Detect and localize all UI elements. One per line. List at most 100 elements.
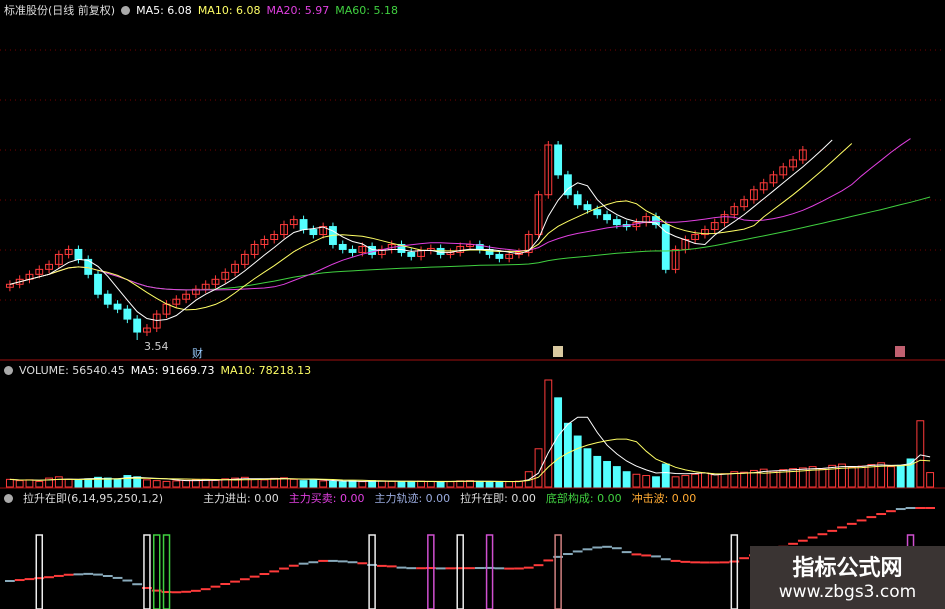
- candle-body: [358, 245, 367, 253]
- volume-bar: [240, 476, 249, 488]
- candle-body: [583, 204, 592, 211]
- volume-bar: [377, 480, 386, 488]
- volume-bar: [299, 480, 308, 488]
- candle-body: [5, 283, 14, 288]
- volume-bar: [818, 468, 827, 488]
- watermark: 指标公式网 www.zbgs3.com: [750, 546, 945, 609]
- volume-bar: [808, 466, 817, 488]
- volume-bar: [671, 476, 680, 488]
- volume-bar: [475, 480, 484, 488]
- volume-bar: [338, 481, 347, 488]
- volume-bar: [603, 461, 611, 488]
- dropdown-icon[interactable]: [121, 5, 131, 15]
- volume-bar: [759, 468, 768, 488]
- volume-bar: [113, 478, 122, 488]
- candle-body: [191, 288, 200, 295]
- volume-bar: [74, 479, 83, 488]
- indicator-signal-bar: [730, 534, 739, 609]
- volume-bar: [661, 463, 670, 488]
- volume-bar: [769, 470, 778, 488]
- ma5-line: [9, 139, 833, 322]
- indicator-signal-bar: [427, 534, 435, 609]
- candle-body: [211, 278, 220, 285]
- candle-body: [270, 234, 279, 241]
- volume-header: VOLUME: 56540.45 MA5: 91669.73 MA10: 782…: [4, 364, 311, 377]
- indicator-item: 拉升在即: 0.00: [460, 492, 536, 505]
- candle-body: [612, 219, 621, 226]
- candle-body: [35, 268, 44, 275]
- candle-body: [15, 278, 24, 285]
- volume-bar: [847, 466, 856, 488]
- volume-bar: [54, 476, 63, 488]
- volume-bar: [505, 481, 514, 488]
- volume-bar: [749, 469, 758, 488]
- volume-bar: [838, 463, 846, 488]
- candle-body: [710, 222, 719, 231]
- candle-body: [563, 174, 572, 196]
- indicator-signal-bar: [456, 534, 464, 609]
- candle-body: [534, 194, 543, 236]
- volume-bar: [632, 473, 641, 488]
- event-marker-icon[interactable]: [553, 346, 563, 357]
- volume-bar: [329, 480, 337, 488]
- volume-bar: [622, 471, 631, 488]
- candle-body: [338, 243, 347, 250]
- candle-body: [280, 224, 288, 236]
- candle-body: [701, 229, 709, 236]
- volume-bar: [5, 478, 14, 488]
- candle-body: [505, 253, 514, 259]
- volume-bar: [289, 478, 298, 488]
- candle-body: [182, 293, 191, 300]
- candle-body: [260, 239, 269, 245]
- candle-body: [54, 253, 63, 265]
- indicator-signal-bar: [35, 534, 44, 609]
- volume-bar: [710, 474, 719, 488]
- candle-body: [123, 308, 132, 320]
- ma5-value: MA5: 6.08: [136, 3, 192, 17]
- dropdown-icon[interactable]: [4, 493, 13, 503]
- volume-bar: [358, 481, 367, 488]
- volume-bar: [133, 476, 142, 488]
- indicator-signal-bar: [143, 534, 151, 609]
- event-marker[interactable]: 财: [192, 347, 203, 360]
- ma60-value: MA60: 5.18: [335, 3, 398, 17]
- volume-bar: [926, 472, 935, 488]
- volume-bar: [417, 480, 425, 488]
- volume-bar: [691, 473, 700, 488]
- candle-body: [573, 194, 582, 206]
- volume-bar: [162, 480, 171, 488]
- volume-ma10-line: [9, 438, 931, 482]
- volume-bar: [45, 477, 53, 488]
- volume-bar: [319, 480, 328, 488]
- volume-bar: [857, 465, 866, 488]
- candle-body: [113, 303, 122, 310]
- candle-body: [720, 214, 729, 224]
- volume-bar: [103, 477, 112, 488]
- volume-bar: [554, 397, 563, 488]
- volume-bar: [906, 458, 915, 488]
- volume-bar: [887, 466, 895, 488]
- candle-body: [240, 253, 249, 265]
- candle-body: [133, 318, 142, 333]
- candle-body: [661, 224, 670, 270]
- volume-bar: [250, 478, 259, 488]
- candle-body: [691, 234, 700, 241]
- candle-body: [456, 245, 465, 253]
- dropdown-icon[interactable]: [4, 366, 13, 375]
- volume-bar: [573, 435, 582, 488]
- volume-bar: [612, 466, 621, 488]
- low-price-label: 3.54: [144, 340, 169, 353]
- volume-bar: [182, 479, 191, 488]
- candle-body: [103, 293, 112, 305]
- candle-body: [603, 214, 611, 221]
- ma20-value: MA20: 5.97: [266, 3, 330, 17]
- volume-bar: [446, 481, 455, 488]
- volume-bar: [64, 478, 73, 488]
- volume-bar: [720, 473, 729, 488]
- volume-bar: [387, 480, 396, 488]
- volume-bar: [191, 479, 200, 488]
- vol-ma5-value: MA5: 91669.73: [130, 364, 215, 377]
- event-marker-icon[interactable]: [895, 346, 905, 357]
- indicator-name: 拉升在即(6,14,95,250,1,2): [23, 492, 164, 505]
